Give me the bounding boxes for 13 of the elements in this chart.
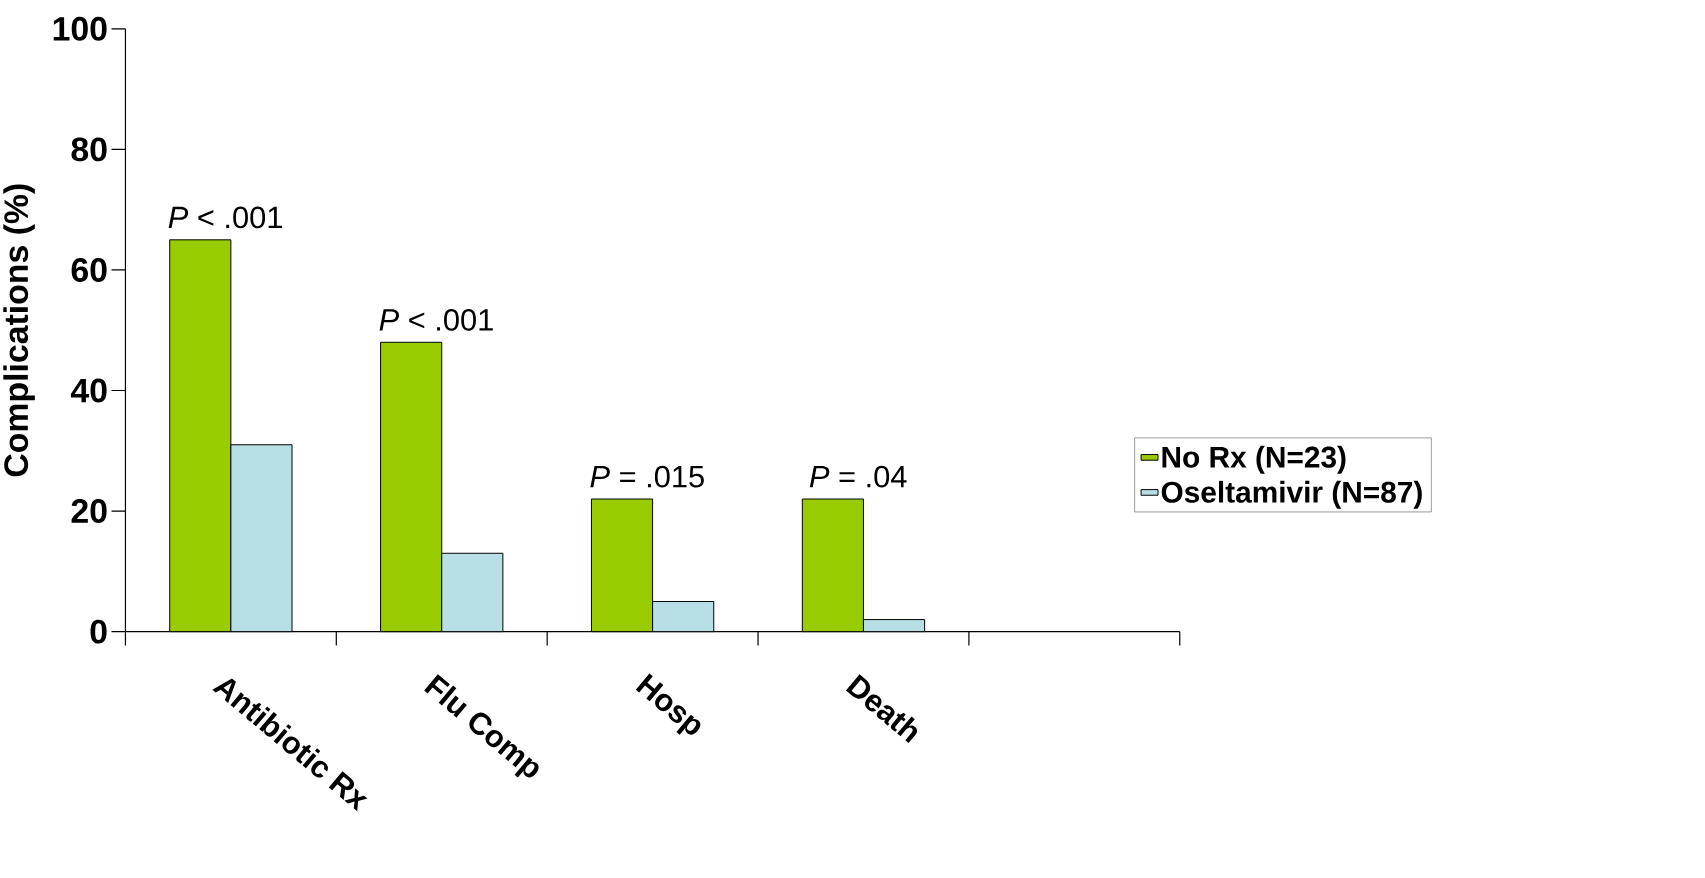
y-axis-title: Complications (%)	[3, 184, 35, 477]
y-tick-label: 80	[71, 137, 107, 162]
y-tick-label: 60	[71, 257, 107, 282]
y-tick-label: 20	[71, 498, 107, 523]
y-tick-label: 100	[53, 16, 107, 41]
annotation: P < .001	[379, 308, 493, 331]
y-tick-label: 40	[70, 378, 107, 403]
annotation: P < .001	[168, 206, 282, 229]
legend-label: No Rx (N=23)	[1162, 445, 1346, 474]
legend-label: Oseltamivir (N=87)	[1161, 480, 1422, 509]
y-tick-label: 0	[90, 619, 107, 644]
annotation: P = .015	[590, 465, 704, 488]
annotation: P = .04	[809, 465, 907, 488]
